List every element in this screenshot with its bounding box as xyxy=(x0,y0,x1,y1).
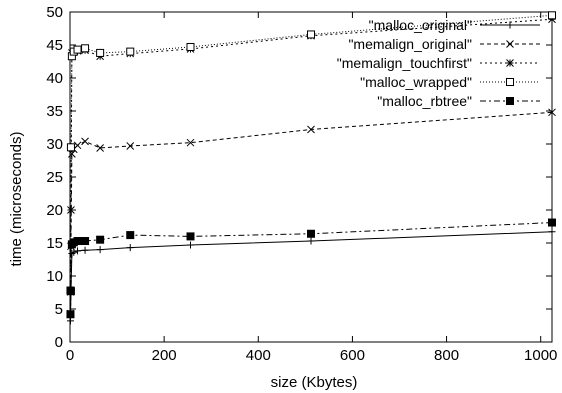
series-layer xyxy=(66,11,556,325)
data-point xyxy=(548,11,556,20)
x-tick-label: 0 xyxy=(66,347,74,364)
data-point xyxy=(66,317,74,325)
legend-marker xyxy=(506,78,514,86)
series-line xyxy=(69,231,553,321)
legend-marker xyxy=(506,40,514,48)
legend-label: "malloc_original" xyxy=(369,17,472,33)
data-point xyxy=(96,48,105,57)
data-point xyxy=(66,287,75,296)
data-point xyxy=(186,138,195,147)
data-point xyxy=(187,241,194,249)
y-tick-label: 45 xyxy=(46,37,63,54)
legend-label: "malloc_rbtree" xyxy=(377,93,472,109)
series-line xyxy=(69,111,553,314)
data-point xyxy=(126,47,135,56)
x-tick-label: 400 xyxy=(246,347,271,364)
data-point xyxy=(307,125,315,134)
data-point xyxy=(70,248,78,256)
data-point xyxy=(73,45,82,54)
axes: 0 200 400 600 800 1000 0 5 10 15 20 25 30 35 40 45 50 xyxy=(46,4,557,364)
data-point xyxy=(74,247,82,255)
x-tick-label: 200 xyxy=(152,347,177,364)
series-line xyxy=(69,14,553,291)
legend-marker xyxy=(506,21,514,29)
data-point xyxy=(66,310,75,319)
series-line xyxy=(69,18,553,292)
y-tick-label: 5 xyxy=(55,301,63,318)
data-point xyxy=(548,228,556,236)
y-tick-label: 40 xyxy=(46,70,63,87)
data-point xyxy=(73,237,82,246)
data-point xyxy=(81,237,90,246)
y-tick-label: 10 xyxy=(46,268,63,285)
series-2 xyxy=(66,15,556,296)
data-point xyxy=(186,42,195,51)
x-axis-label: size (Kbytes) xyxy=(271,374,358,391)
data-point xyxy=(126,142,135,150)
legend-marker xyxy=(506,59,514,67)
plot-frame xyxy=(69,11,553,343)
y-tick-label: 25 xyxy=(46,169,63,186)
x-tick-label: 1000 xyxy=(524,347,557,364)
legend-label: "memalign_original" xyxy=(348,36,472,52)
data-point xyxy=(68,150,76,158)
data-point xyxy=(73,141,82,150)
data-point xyxy=(548,108,556,117)
x-tick-label: 600 xyxy=(340,347,365,364)
data-point xyxy=(126,244,134,252)
x-tick-label: 800 xyxy=(434,347,459,364)
data-point xyxy=(81,246,89,254)
y-tick-label: 35 xyxy=(46,103,63,120)
data-point xyxy=(81,44,90,53)
legend-marker xyxy=(506,97,514,105)
y-tick-label: 20 xyxy=(46,202,63,219)
y-tick-label: 50 xyxy=(46,4,63,21)
series-0 xyxy=(66,228,556,325)
y-tick-label: 30 xyxy=(46,136,63,153)
y-tick-label: 15 xyxy=(46,235,63,252)
data-point xyxy=(307,30,315,39)
data-point xyxy=(126,231,135,240)
data-point xyxy=(307,229,315,238)
legend-label: "memalign_touchfirst" xyxy=(337,55,472,71)
data-point xyxy=(96,144,104,152)
data-point xyxy=(96,235,105,244)
data-point xyxy=(67,206,75,214)
legend: "malloc_original" "memalign_original" "mem… xyxy=(337,17,540,109)
data-point xyxy=(96,246,104,254)
series-3 xyxy=(66,11,556,295)
data-point xyxy=(186,232,195,241)
data-point xyxy=(307,237,315,245)
y-axis-label: time (microseconds) xyxy=(8,131,25,266)
y-tick-label: 0 xyxy=(55,334,63,351)
data-point xyxy=(66,143,75,152)
data-point xyxy=(548,218,556,227)
series-1 xyxy=(66,108,556,318)
data-point xyxy=(81,137,89,146)
series-4 xyxy=(66,218,556,319)
legend-label: "malloc_wrapped" xyxy=(360,74,472,90)
